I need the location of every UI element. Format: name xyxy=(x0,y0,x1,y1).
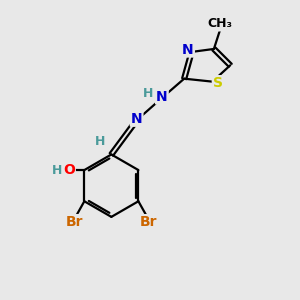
Text: CH₃: CH₃ xyxy=(207,17,232,31)
Text: H: H xyxy=(95,135,105,148)
Text: N: N xyxy=(182,43,194,56)
Text: Br: Br xyxy=(140,215,157,229)
Text: H: H xyxy=(143,87,154,100)
Text: H: H xyxy=(52,164,62,177)
Text: S: S xyxy=(213,76,223,90)
Text: N: N xyxy=(156,89,168,103)
Text: N: N xyxy=(131,112,142,126)
Text: Br: Br xyxy=(66,215,83,229)
Text: O: O xyxy=(63,163,75,177)
